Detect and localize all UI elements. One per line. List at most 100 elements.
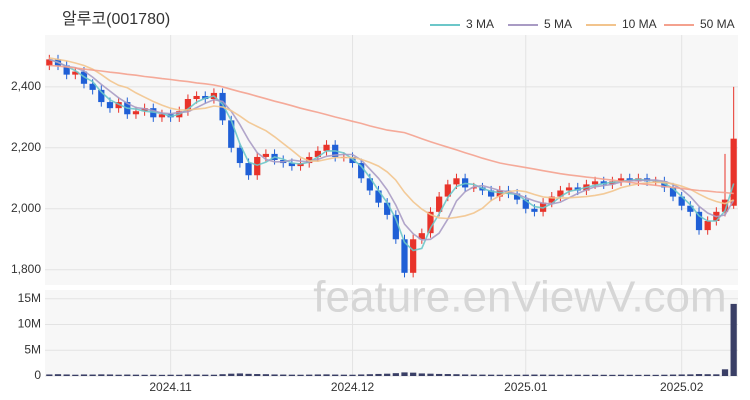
volume-bar <box>54 374 62 376</box>
volume-bar <box>436 373 443 376</box>
volume-bar <box>176 374 183 376</box>
volume-bar <box>297 374 304 376</box>
volume-bar <box>158 374 166 376</box>
candle-body <box>496 190 503 197</box>
volume-bar <box>669 374 677 376</box>
volume-bar <box>132 374 140 376</box>
candle-body <box>436 196 443 212</box>
volume-bar <box>141 374 148 376</box>
candle-body <box>513 193 521 200</box>
volume-bar <box>384 373 391 376</box>
y-tick-label: 2,400 <box>11 79 41 93</box>
volume-bar <box>271 374 278 376</box>
candle-body <box>531 208 538 212</box>
volume-bar <box>531 374 538 376</box>
candle-body <box>262 153 270 157</box>
x-tick-label: 2025.02 <box>660 380 704 394</box>
candle-body <box>695 211 703 231</box>
candle-body <box>132 111 140 115</box>
x-tick-label: 2024.11 <box>149 380 192 394</box>
volume-bar <box>479 374 486 376</box>
ma-line <box>49 58 735 241</box>
y2-tick-label: 10M <box>18 317 41 331</box>
volume-bar <box>332 374 339 376</box>
y2-tick-label: 5M <box>24 342 41 356</box>
volume-bar <box>106 374 114 376</box>
candle-body <box>470 187 477 189</box>
candle-body <box>488 190 495 197</box>
volume-bar <box>418 373 425 376</box>
legend-label: 10 MA <box>622 17 657 31</box>
legend-label: 50 MA <box>700 17 735 31</box>
candle-body <box>158 114 166 118</box>
volume-bar <box>453 374 460 376</box>
volume-bar <box>626 374 633 376</box>
volume-bar <box>687 374 694 376</box>
volume-bar <box>236 373 244 376</box>
candle-body <box>366 178 373 191</box>
volume-bar <box>358 374 365 376</box>
candle-body <box>46 59 53 66</box>
volume-bar <box>730 303 737 376</box>
volume-bar <box>704 374 711 376</box>
candle-body <box>427 211 434 234</box>
candle-body <box>617 178 625 182</box>
volume-bar <box>635 374 642 376</box>
candle-body <box>245 163 252 176</box>
candle-body <box>254 156 261 176</box>
legend-label: 5 MA <box>544 17 572 31</box>
volume-bar <box>401 372 408 376</box>
volume-bar <box>488 374 495 376</box>
volume-bar <box>245 373 252 376</box>
candle-body <box>444 184 451 197</box>
volume-bar <box>193 374 200 376</box>
volume-bar <box>366 374 373 376</box>
candle-body <box>236 147 244 164</box>
y-tick-label: 2,200 <box>11 140 41 154</box>
candle-body <box>392 214 399 240</box>
candle-body <box>384 202 391 215</box>
volume-bar <box>72 374 79 376</box>
candle-body <box>522 199 529 209</box>
volume-bar <box>557 374 564 376</box>
volume-bar <box>505 374 512 376</box>
candle-body <box>669 187 677 197</box>
volume-bar <box>713 374 720 376</box>
volume-bar <box>262 374 270 376</box>
volume-bar <box>375 373 382 376</box>
volume-bar <box>522 374 529 376</box>
candle-body <box>193 95 200 100</box>
volume-bar <box>565 374 573 376</box>
volume-bar <box>210 374 218 376</box>
x-tick-label: 2024.12 <box>331 380 375 394</box>
volume-bar <box>695 374 703 376</box>
volume-bar <box>678 374 685 376</box>
volume-plot-bg <box>45 290 738 376</box>
volume-bar <box>583 374 590 376</box>
y2-tick-label: 15M <box>18 291 41 305</box>
candle-body <box>678 196 685 206</box>
volume-bar <box>184 374 192 376</box>
candle-body <box>106 102 114 109</box>
candle-body <box>721 199 729 212</box>
volume-bar <box>254 374 261 376</box>
candle-body <box>548 196 555 203</box>
volume-bar <box>410 372 417 376</box>
volume-bar <box>652 374 659 376</box>
volume-bar <box>591 374 599 376</box>
volume-bar <box>167 374 174 376</box>
volume-bar <box>314 374 321 376</box>
candle-body <box>98 89 105 103</box>
volume-bar <box>574 374 581 376</box>
ma-line <box>49 57 735 220</box>
volume-bar <box>306 374 313 376</box>
volume-bar <box>124 374 131 376</box>
y-tick-label: 2,000 <box>11 201 41 215</box>
volume-bar <box>98 374 105 376</box>
candle-body <box>730 138 737 206</box>
candle-body <box>375 190 382 203</box>
volume-bar <box>643 374 651 376</box>
volume-bar <box>496 374 503 376</box>
